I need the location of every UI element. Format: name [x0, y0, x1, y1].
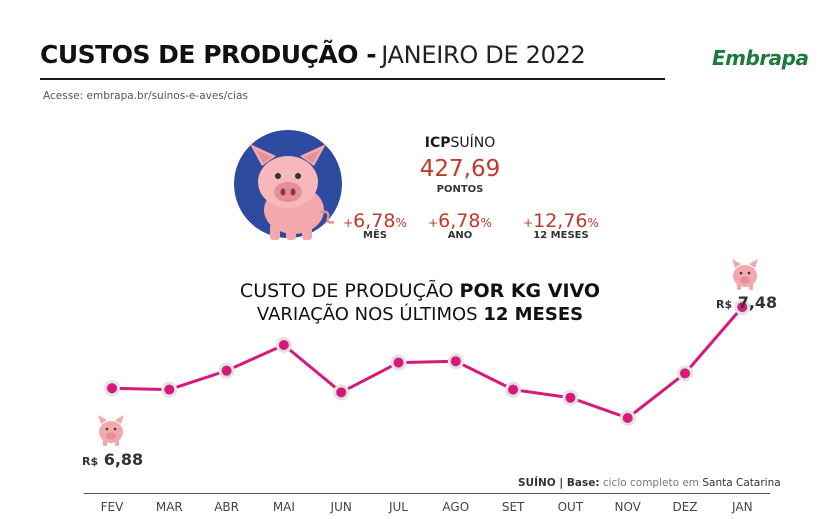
stat-label: 12 MESES — [533, 230, 589, 241]
x-tick-label: MAI — [272, 500, 295, 514]
stat-value: 6,78 — [353, 210, 396, 232]
stat-12-months: +12,76% 12 MESES — [516, 210, 606, 241]
x-tick-label: DEZ — [672, 500, 698, 514]
chart-title-bold: POR KG VIVO — [459, 280, 601, 302]
series-line — [111, 306, 744, 420]
stat-value: 12,76 — [533, 210, 588, 232]
title-bold: CUSTOS DE PRODUÇÃO - — [40, 40, 377, 69]
end-value-label: R$ 7,48 — [716, 293, 777, 312]
x-axis-line — [84, 493, 770, 494]
icp-label-bold: ICP — [424, 135, 451, 151]
base-footnote: SUÍNO | Base: ciclo completo em Santa Ca… — [518, 477, 781, 489]
stat-sign: + — [343, 216, 354, 230]
x-tick-label: JAN — [732, 500, 753, 514]
stat-pct: % — [587, 216, 599, 230]
start-value: 6,88 — [103, 450, 144, 469]
x-tick-label: MAR — [155, 500, 183, 514]
pig-badge-icon — [234, 130, 342, 240]
embrapa-logo: Embrapa — [712, 46, 809, 70]
stat-month: +6,78% MÊS — [330, 210, 420, 241]
data-point-jun — [336, 387, 347, 398]
source-link-text: Acesse: embrapa.br/suinos-e-aves/cias — [43, 90, 248, 102]
stat-value: 6,78 — [438, 210, 481, 232]
icp-label-light: SUÍNO — [450, 135, 496, 151]
data-point-mar — [164, 384, 175, 395]
chart-title-line2: VARIAÇÃO NOS ÚLTIMOS 12 MESES — [180, 304, 660, 325]
page-title: CUSTOS DE PRODUÇÃO - JANEIRO DE 2022 — [40, 40, 665, 80]
footnote-bold: SUÍNO | Base: — [518, 477, 600, 489]
title-light: JANEIRO DE 2022 — [381, 41, 586, 69]
start-value-label: R$ 6,88 — [82, 450, 143, 469]
x-tick-label: NOV — [614, 500, 641, 514]
data-point-fev — [107, 383, 117, 394]
data-point-dez — [680, 368, 690, 379]
icp-unit: PONTOS — [436, 184, 484, 195]
footnote-light: ciclo completo em — [602, 477, 700, 489]
data-point-out — [565, 392, 576, 403]
data-point-abr — [221, 365, 232, 376]
stat-label: ANO — [447, 230, 473, 241]
x-tick-label: AGO — [442, 500, 470, 514]
icp-label: ICPSUÍNO — [400, 135, 520, 151]
data-point-mai — [278, 340, 289, 350]
icp-value: 427,69 — [419, 156, 501, 182]
x-tick-label: JUL — [388, 500, 408, 514]
stat-year: +6,78% ANO — [415, 210, 505, 241]
chart-title-light: CUSTO DE PRODUÇÃO — [239, 280, 454, 302]
stat-sign: + — [523, 216, 534, 230]
x-tick-label: ABR — [214, 500, 239, 514]
stat-pct: % — [395, 216, 407, 230]
stat-pct: % — [480, 216, 492, 230]
x-tick-label: FEV — [100, 500, 124, 514]
data-point-nov — [622, 413, 633, 423]
x-tick-label: JUN — [330, 500, 352, 514]
x-tick-label: SET — [501, 500, 525, 514]
stat-label: MÊS — [363, 230, 387, 241]
data-point-ago — [450, 356, 461, 367]
pig-icon — [98, 415, 124, 446]
currency-label: R$ — [82, 455, 99, 468]
end-value: 7,48 — [737, 293, 778, 312]
data-point-set — [508, 384, 519, 395]
footnote-place: Santa Catarina — [702, 477, 781, 489]
stat-sign: + — [428, 216, 439, 230]
data-point-jul — [393, 357, 404, 368]
chart-subtitle-bold: 12 MESES — [483, 304, 584, 325]
chart-title-line1: CUSTO DE PRODUÇÃO POR KG VIVO — [180, 280, 660, 302]
chart-subtitle-light: VARIAÇÃO NOS ÚLTIMOS — [256, 304, 478, 325]
pig-icon — [732, 259, 758, 290]
currency-label: R$ — [716, 298, 733, 311]
x-tick-label: OUT — [557, 500, 584, 514]
data-point-jan — [737, 302, 748, 313]
